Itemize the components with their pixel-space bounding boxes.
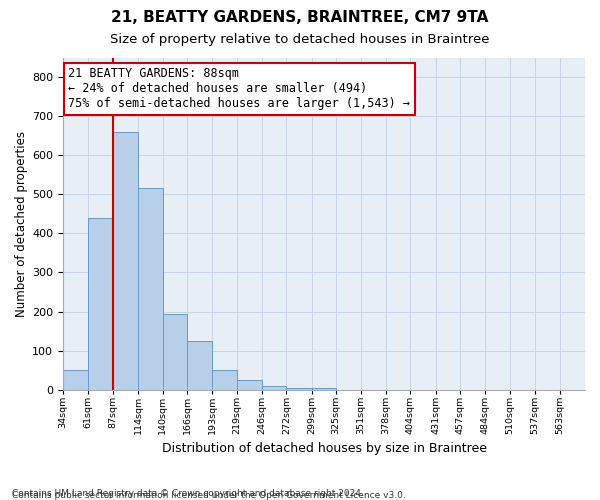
Text: Contains HM Land Registry data © Crown copyright and database right 2024.: Contains HM Land Registry data © Crown c… [12, 488, 364, 498]
Text: Size of property relative to detached houses in Braintree: Size of property relative to detached ho… [110, 32, 490, 46]
Bar [187, 341, 212, 390]
Bar [138, 188, 163, 390]
Bar [88, 218, 113, 390]
Text: Contains public sector information licensed under the Open Government Licence v3: Contains public sector information licen… [12, 491, 406, 500]
Bar [63, 370, 88, 390]
Bar [163, 314, 187, 390]
Text: 21, BEATTY GARDENS, BRAINTREE, CM7 9TA: 21, BEATTY GARDENS, BRAINTREE, CM7 9TA [112, 10, 488, 25]
Text: 21 BEATTY GARDENS: 88sqm
← 24% of detached houses are smaller (494)
75% of semi-: 21 BEATTY GARDENS: 88sqm ← 24% of detach… [68, 68, 410, 110]
Y-axis label: Number of detached properties: Number of detached properties [15, 130, 28, 316]
X-axis label: Distribution of detached houses by size in Braintree: Distribution of detached houses by size … [161, 442, 487, 455]
Bar [236, 380, 262, 390]
Bar [113, 132, 138, 390]
Bar [262, 386, 286, 390]
Bar [312, 388, 336, 390]
Bar [212, 370, 236, 390]
Bar [286, 388, 312, 390]
